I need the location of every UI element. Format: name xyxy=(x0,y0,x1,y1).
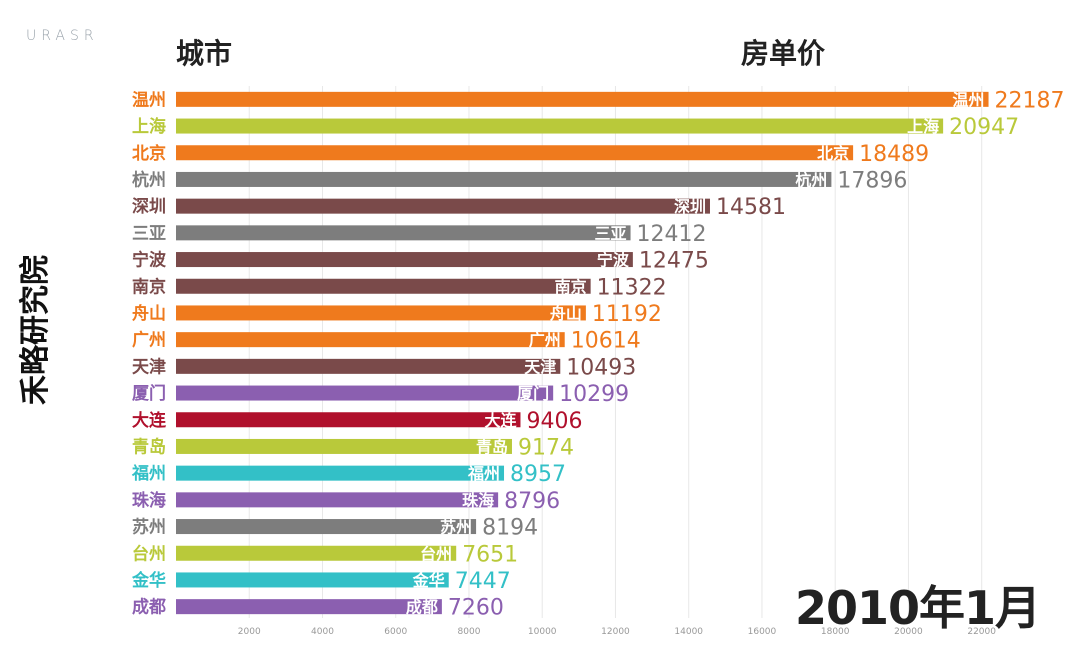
city-label: 杭州 xyxy=(132,169,166,190)
x-tick-label: 8000 xyxy=(458,627,481,637)
x-tick-label: 16000 xyxy=(748,627,777,637)
bar-value-label: 9406 xyxy=(526,409,582,434)
bar xyxy=(176,278,591,294)
bar-value-label: 10493 xyxy=(566,355,636,380)
bar-value-label: 8796 xyxy=(504,489,560,514)
bar-city-label: 青岛 xyxy=(476,437,508,456)
bar xyxy=(176,118,944,134)
city-label: 广州 xyxy=(132,330,166,351)
city-label: 台州 xyxy=(132,543,166,564)
bar xyxy=(176,305,586,321)
bar-city-label: 珠海 xyxy=(462,491,494,510)
x-tick-label: 14000 xyxy=(674,627,703,637)
city-label: 苏州 xyxy=(132,517,166,538)
bar-city-label: 上海 xyxy=(907,117,939,136)
bar-value-label: 11192 xyxy=(592,302,662,327)
bar-city-label: 金华 xyxy=(412,571,445,590)
bar-city-label: 苏州 xyxy=(440,518,472,537)
bar-city-label: 台州 xyxy=(420,544,452,563)
bar-value-label: 12475 xyxy=(639,249,709,274)
brand-logo: URASR xyxy=(26,28,99,44)
bar-value-label: 11322 xyxy=(597,275,667,300)
bar-value-label: 17896 xyxy=(837,168,907,193)
bar xyxy=(176,332,565,348)
bar-city-label: 三亚 xyxy=(595,224,627,243)
bar xyxy=(176,519,477,535)
date-label: 2010年1月 xyxy=(794,581,1041,635)
bar-city-label: 福州 xyxy=(467,464,500,483)
city-label: 上海 xyxy=(132,116,166,137)
city-label: 温州 xyxy=(132,90,166,110)
x-tick-label: 22000 xyxy=(967,627,996,637)
bar-value-label: 7260 xyxy=(448,596,504,621)
city-label: 宁波 xyxy=(132,250,167,271)
bar xyxy=(176,412,521,428)
city-label: 厦门 xyxy=(132,383,166,404)
city-label: 三亚 xyxy=(132,224,166,244)
bar-city-label: 南京 xyxy=(555,277,587,296)
city-label: 珠海 xyxy=(132,490,166,511)
bar xyxy=(176,252,633,268)
bar-city-label: 大连 xyxy=(484,411,517,430)
bar-value-label: 10614 xyxy=(571,329,641,354)
bar xyxy=(176,145,854,161)
bar-value-label: 10299 xyxy=(559,382,629,407)
city-label: 天津 xyxy=(132,356,166,377)
x-tick-label: 20000 xyxy=(894,627,923,637)
bar-value-label: 8194 xyxy=(482,516,538,541)
city-label: 成都 xyxy=(132,597,166,618)
bar-value-label: 7651 xyxy=(462,542,518,567)
bar-city-label: 温州 xyxy=(952,90,985,109)
city-label: 青岛 xyxy=(132,436,166,457)
bar-city-label: 天津 xyxy=(524,357,556,376)
x-tick-label: 4000 xyxy=(311,627,334,637)
bar xyxy=(176,198,710,214)
bar xyxy=(176,599,442,615)
city-label: 福州 xyxy=(131,463,166,484)
bar-value-label: 7447 xyxy=(455,569,511,594)
bar xyxy=(176,91,989,107)
bar xyxy=(176,492,499,508)
bar-value-label: 8957 xyxy=(510,462,566,487)
bar xyxy=(176,358,561,374)
bar-city-label: 宁波 xyxy=(597,251,630,270)
bar xyxy=(176,225,631,241)
price-column-header: 房单价 xyxy=(741,37,826,70)
x-tick-label: 10000 xyxy=(528,627,557,637)
city-label: 南京 xyxy=(132,276,166,297)
bar-city-label: 北京 xyxy=(817,144,849,163)
bar-city-label: 广州 xyxy=(529,331,561,350)
bar xyxy=(176,572,449,588)
bar-value-label: 18489 xyxy=(859,142,929,167)
city-label: 深圳 xyxy=(132,196,166,217)
x-tick-label: 2000 xyxy=(238,627,261,637)
bar xyxy=(176,438,512,454)
bar-city-label: 舟山 xyxy=(550,304,582,323)
bar-city-label: 杭州 xyxy=(795,170,827,189)
bar-city-label: 成都 xyxy=(406,598,438,617)
bar-city-label: 深圳 xyxy=(674,197,706,216)
bar-value-label: 22187 xyxy=(995,88,1065,113)
city-label: 大连 xyxy=(132,410,167,431)
bar-value-label: 20947 xyxy=(949,115,1019,140)
bar-city-label: 厦门 xyxy=(517,384,549,403)
bar xyxy=(176,545,457,561)
x-tick-label: 12000 xyxy=(601,627,630,637)
bar-value-label: 12412 xyxy=(637,222,707,247)
city-label: 舟山 xyxy=(132,303,166,324)
x-tick-label: 18000 xyxy=(821,627,850,637)
bar xyxy=(176,171,832,187)
bar xyxy=(176,465,505,481)
bar-value-label: 14581 xyxy=(716,195,786,220)
bar xyxy=(176,385,554,401)
bar-value-label: 9174 xyxy=(518,435,574,460)
x-tick-label: 6000 xyxy=(384,627,407,637)
city-label: 北京 xyxy=(132,143,166,164)
city-label: 金华 xyxy=(131,570,166,591)
city-column-header: 城市 xyxy=(176,37,233,70)
